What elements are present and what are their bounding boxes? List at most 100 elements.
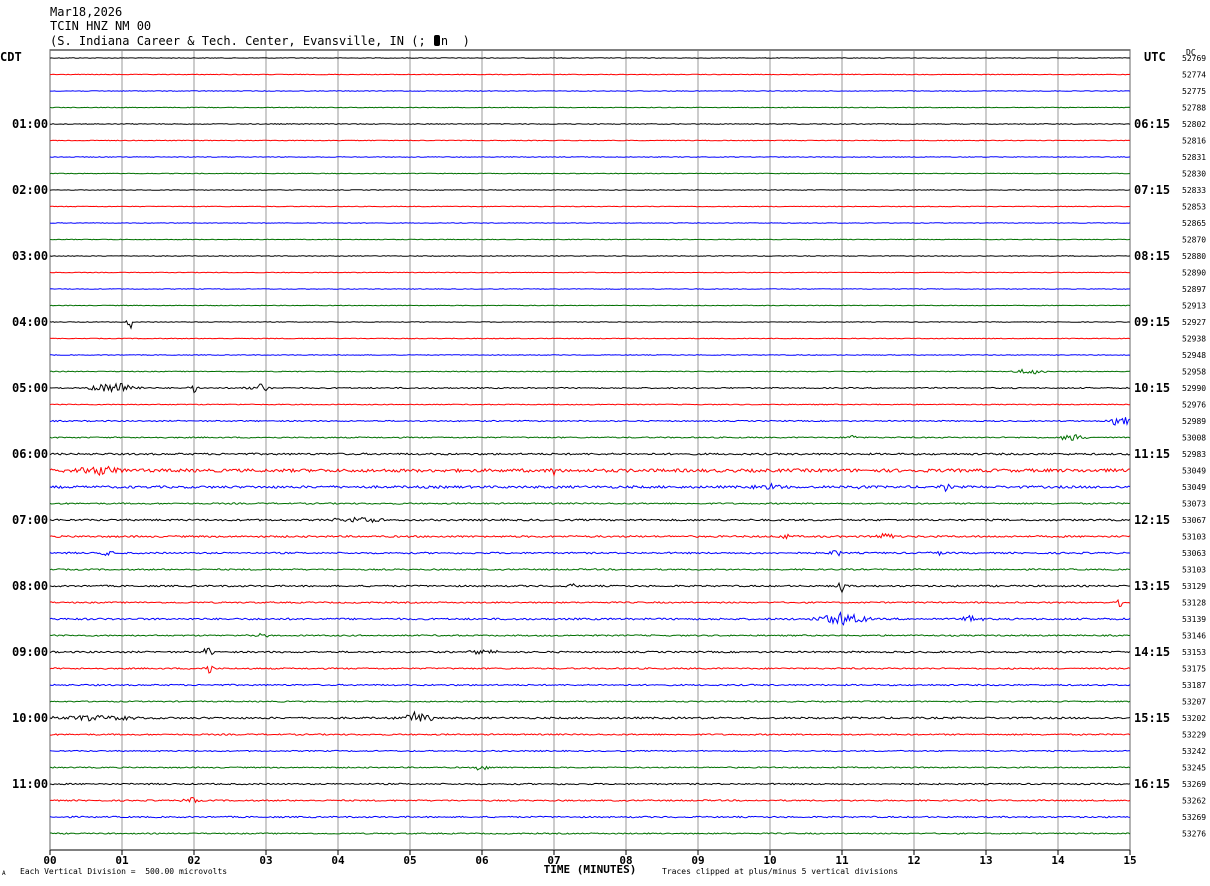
clip-note: Traces clipped at plus/minus 5 vertical … (662, 867, 899, 876)
dc-offset-label: 52830 (1182, 170, 1206, 179)
dc-offset-label: 53049 (1182, 467, 1206, 476)
seismic-trace (49, 647, 1131, 656)
seismic-trace (49, 710, 1131, 722)
seismic-trace (49, 700, 1131, 703)
dc-offset-label: 52938 (1182, 335, 1206, 344)
right-hour-label: 11:15 (1134, 447, 1170, 461)
dc-offset-label: 52890 (1182, 269, 1206, 278)
dc-offset-label: 53146 (1182, 632, 1206, 641)
x-tick-label: 10 (763, 854, 776, 867)
dc-offset-label: 52990 (1182, 384, 1206, 393)
seismic-trace (49, 815, 1131, 819)
location-marker-icon (433, 35, 440, 46)
dc-offset-label: 52880 (1182, 252, 1206, 261)
right-hour-label: 14:15 (1134, 645, 1170, 659)
dc-offset-label: 52774 (1182, 71, 1206, 80)
x-tick-label: 05 (403, 854, 416, 867)
left-hour-label: 06:00 (12, 447, 48, 461)
dc-offset-label: 52983 (1182, 450, 1206, 459)
seismic-trace (49, 532, 1131, 540)
right-axis-label: UTC (1144, 50, 1166, 64)
x-tick-label: 06 (475, 854, 489, 867)
dc-offset-label: 52976 (1182, 401, 1206, 410)
seismic-trace (49, 57, 1131, 59)
dc-offset-label: 52816 (1182, 137, 1206, 146)
dc-offset-label: 53242 (1182, 747, 1206, 756)
dc-offset-label: 52913 (1182, 302, 1206, 311)
seismic-trace (49, 796, 1131, 804)
x-tick-label: 03 (259, 854, 272, 867)
left-axis-label: CDT (0, 50, 22, 64)
dc-offset-label: 53139 (1182, 615, 1206, 624)
seismic-trace (49, 106, 1131, 109)
seismic-trace (49, 581, 1131, 594)
dc-offset-label: 53049 (1182, 483, 1206, 492)
right-hour-label: 08:15 (1134, 249, 1170, 263)
x-tick-label: 04 (331, 854, 345, 867)
dc-offset-label: 52865 (1182, 219, 1206, 228)
plot-frame (49, 49, 1131, 851)
dc-label: DC (1186, 48, 1196, 57)
left-hour-label: 01:00 (12, 117, 48, 131)
dc-offset-label: 53262 (1182, 797, 1206, 806)
plot-date: Mar18,2026 (50, 5, 123, 19)
seismic-trace (49, 255, 1131, 257)
dc-offset-label: 53008 (1182, 434, 1206, 443)
dc-offset-label: 52897 (1182, 285, 1206, 294)
dc-offset-label: 52831 (1182, 153, 1206, 162)
seismic-trace (49, 610, 1131, 626)
right-hour-label: 15:15 (1134, 711, 1170, 725)
seismic-trace (49, 172, 1130, 175)
left-hour-label: 03:00 (12, 249, 48, 263)
seismic-trace (49, 502, 1131, 505)
seismic-trace (49, 337, 1131, 340)
left-hour-label: 05:00 (12, 381, 48, 395)
dc-offset-label: 52958 (1182, 368, 1206, 377)
dc-offset-label: 53103 (1182, 566, 1206, 575)
left-hour-label: 09:00 (12, 645, 48, 659)
seismic-trace (49, 304, 1131, 307)
seismic-trace (49, 139, 1131, 142)
x-tick-label: 13 (979, 854, 992, 867)
dc-offset-label: 52948 (1182, 351, 1206, 360)
dc-offset-label: 52788 (1182, 104, 1206, 113)
seismic-trace (50, 832, 1131, 835)
dc-offset-label: 52802 (1182, 120, 1206, 129)
dc-offset-label: 53103 (1182, 533, 1206, 542)
x-tick-label: 02 (187, 854, 200, 867)
right-hour-label: 12:15 (1134, 513, 1170, 527)
dc-offset-label: 53153 (1182, 648, 1206, 657)
seismic-trace (49, 368, 1131, 375)
location-prefix: (S. Indiana Career & Tech. Center, Evans… (50, 34, 426, 48)
right-hour-label: 13:15 (1134, 579, 1170, 593)
right-hour-label: 06:15 (1134, 117, 1170, 131)
seismic-trace (49, 271, 1131, 274)
x-axis-label: TIME (MINUTES) (544, 863, 637, 876)
seismic-trace (49, 238, 1131, 241)
seismic-trace (49, 123, 1131, 125)
seismic-trace (50, 733, 1131, 736)
dc-offset-label: 52853 (1182, 203, 1206, 212)
dc-offset-label: 53245 (1182, 764, 1206, 773)
dc-offset-label: 53202 (1182, 714, 1206, 723)
seismic-trace (49, 782, 1131, 786)
seismic-trace (49, 320, 1131, 330)
dc-offset-label: 52833 (1182, 186, 1206, 195)
seismic-trace (49, 222, 1131, 224)
x-tick-label: 09 (691, 854, 704, 867)
seismic-trace (49, 598, 1131, 608)
seismic-trace (49, 749, 1131, 753)
dc-offset-label: 53187 (1182, 681, 1206, 690)
left-hour-label: 10:00 (12, 711, 48, 725)
dc-offset-label: 53269 (1182, 813, 1206, 822)
seismic-trace (49, 205, 1131, 208)
location-suffix: n ) (440, 34, 470, 48)
right-hour-label: 16:15 (1134, 777, 1170, 791)
dc-offset-label: 53276 (1182, 830, 1206, 839)
seismic-trace (49, 382, 1130, 394)
dc-offset-label: 52769 (1182, 54, 1206, 63)
left-hour-label: 07:00 (12, 513, 48, 527)
dc-offset-label: 52775 (1182, 87, 1206, 96)
dc-offset-label: 52989 (1182, 417, 1206, 426)
